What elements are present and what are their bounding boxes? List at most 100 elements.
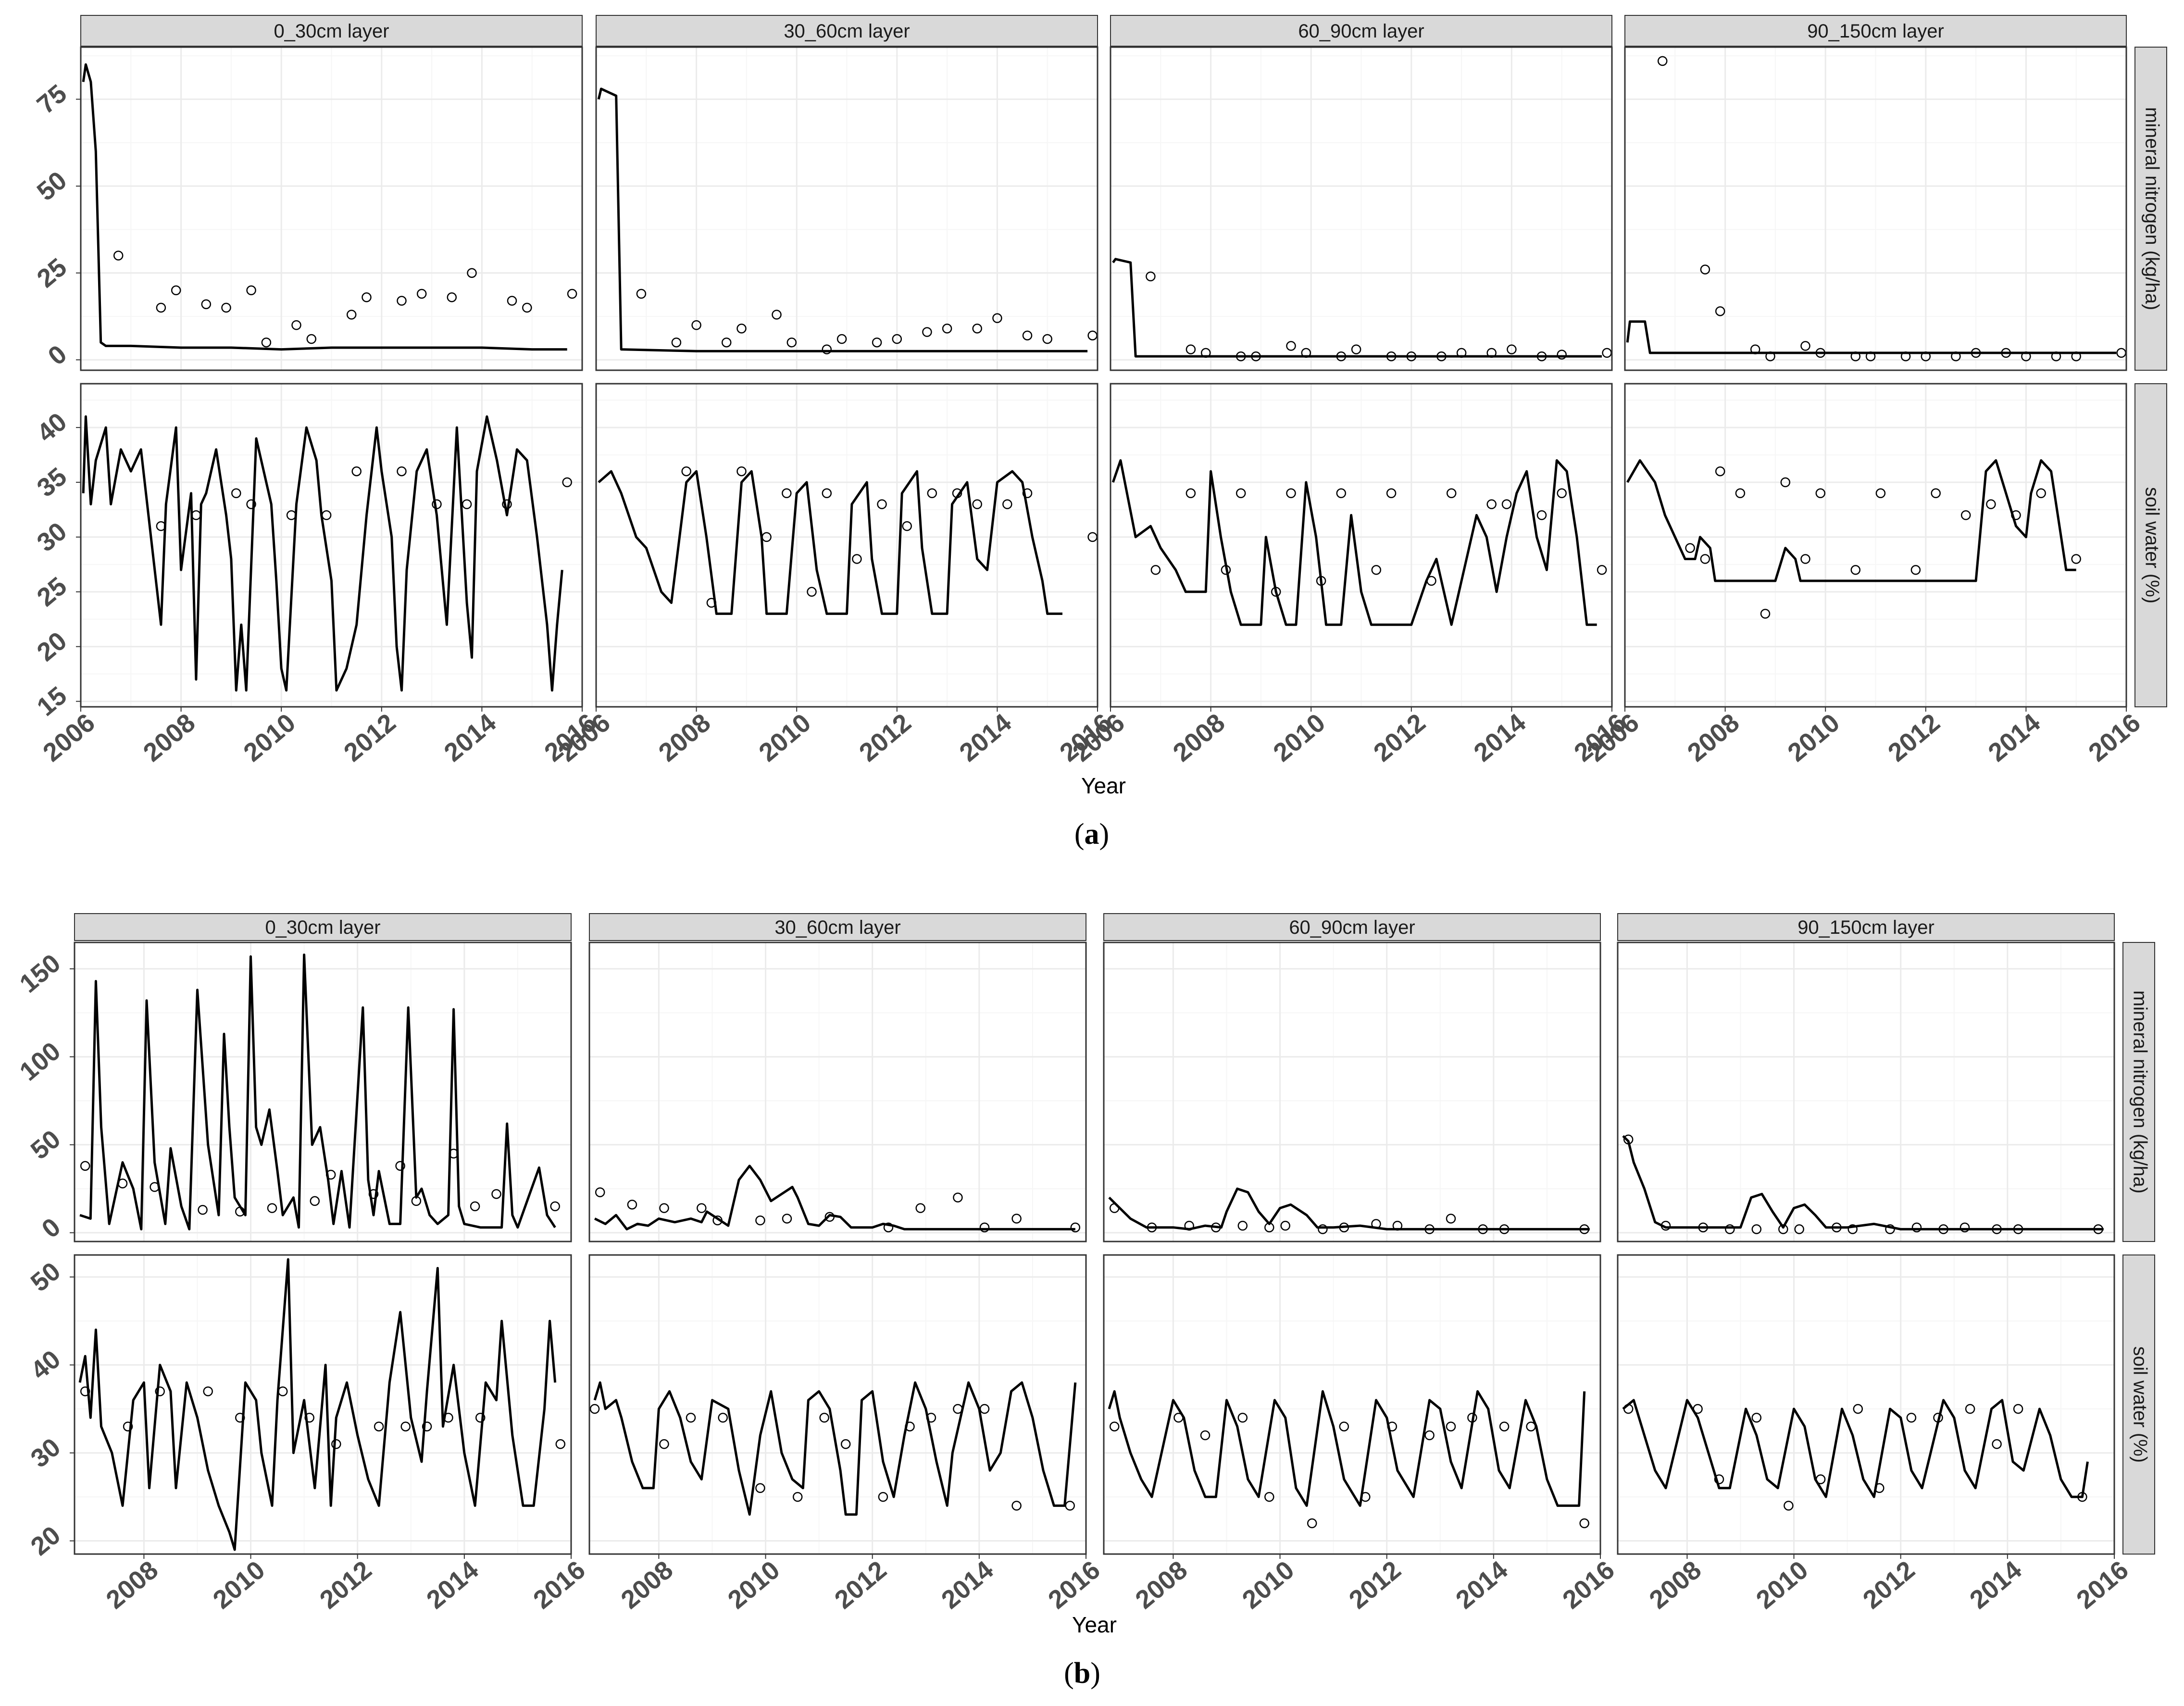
x-tick-label: 2014: [1450, 1555, 1513, 1615]
observed-point: [1237, 1413, 1248, 1423]
panel-a-r0-c1: [595, 46, 1098, 371]
observed-point: [627, 1199, 637, 1210]
observed-point: [1800, 341, 1810, 351]
observed-point: [502, 499, 512, 509]
column-strip-b-1: 30_60cm layer: [589, 913, 1086, 941]
panel-b-r0-c2: [1103, 941, 1601, 1242]
observed-point: [1815, 348, 1826, 358]
observed-point: [755, 1215, 765, 1226]
observed-point: [191, 510, 201, 520]
observed-point: [1011, 1501, 1022, 1511]
observed-point: [397, 296, 407, 306]
observed-point: [2071, 554, 2081, 564]
observed-point: [905, 1421, 915, 1431]
observed-point: [1660, 1220, 1671, 1231]
x-tick-label: 2008: [653, 708, 716, 767]
gridlines: [1618, 1255, 2115, 1554]
observed-point: [2051, 351, 2061, 362]
observed-point: [589, 1404, 600, 1414]
panel-border: [595, 383, 1098, 708]
panel-border: [80, 46, 583, 371]
observed-point: [1800, 554, 1810, 564]
observed-point: [1815, 1474, 1826, 1484]
y-tick-label: 15: [32, 681, 73, 722]
y-tick-label: 40: [32, 407, 73, 448]
column-strip-label: 60_90cm layer: [1298, 21, 1424, 42]
observed-point: [411, 1196, 422, 1206]
panel-border: [74, 941, 572, 1242]
observed-point: [1597, 565, 1607, 575]
observed-point: [1750, 344, 1760, 354]
x-tick-label: 2014: [1469, 708, 1532, 767]
observed-point: [1623, 1404, 1634, 1414]
simulated-line: [598, 470, 1062, 615]
observed-point: [246, 285, 256, 296]
x-tick-label: 2010: [753, 708, 816, 767]
observed-point: [786, 337, 797, 348]
observed-point: [1921, 351, 1931, 362]
simulated-line: [1111, 459, 1597, 626]
y-tick-label: 75: [32, 79, 73, 120]
observed-point: [397, 466, 407, 477]
x-tick-label: 2014: [1964, 1555, 2027, 1615]
observed-point: [1446, 1214, 1456, 1224]
panel-a-r1-c3: 2006 2008 2010 2012 2014 2016: [1582, 383, 2146, 767]
observed-point: [972, 324, 982, 334]
column-strip-label: 30_60cm layer: [784, 21, 910, 42]
x-tick-label: 2016: [2083, 708, 2146, 767]
panel-border: [80, 383, 583, 708]
row-strip-b-1: soil water (%): [2122, 1254, 2155, 1555]
panel-background: [1618, 942, 2114, 1242]
observed-point: [325, 1169, 336, 1180]
observed-point: [686, 1413, 696, 1423]
gridlines: [1618, 942, 2115, 1242]
observed-point: [1360, 1492, 1371, 1502]
panel-background: [589, 1255, 1086, 1554]
observed-point: [1426, 576, 1436, 586]
panel-border: [588, 1254, 1087, 1555]
observed-point: [449, 1148, 459, 1159]
row-strip-label: mineral nitrogen (kg/ha): [2141, 107, 2162, 310]
observed-point: [1832, 1222, 1842, 1232]
observed-point: [235, 1206, 245, 1217]
panel-b-r1-c1: 2008 2010 2012 2014 2016: [588, 1254, 1106, 1615]
column-strip-label: 90_150cm layer: [1797, 917, 1934, 938]
observed-point: [1446, 1421, 1456, 1431]
observed-point: [942, 324, 952, 334]
observed-point: [1339, 1222, 1349, 1232]
column-strip-a-2: 60_90cm layer: [1110, 15, 1612, 47]
observed-point: [1336, 488, 1347, 499]
observed-point: [1874, 1483, 1884, 1493]
observed-point: [1371, 565, 1382, 575]
x-tick-label: 2010: [723, 1555, 786, 1615]
x-tick-label: 2014: [954, 708, 1017, 767]
observed-point: [1392, 1220, 1403, 1231]
observed-point: [246, 499, 256, 509]
observed-point: [362, 292, 372, 302]
observed-point: [1280, 1220, 1290, 1231]
observed-point: [1022, 488, 1033, 499]
observed-point: [1456, 348, 1467, 358]
observed-point: [953, 1404, 963, 1414]
x-axis-title: Year: [1072, 1612, 1117, 1637]
observed-point: [1184, 1220, 1194, 1231]
observed-point: [80, 1161, 90, 1171]
observed-point: [1467, 1413, 1477, 1423]
observed-point: [736, 466, 747, 477]
observed-point: [1446, 488, 1457, 499]
observed-point: [922, 327, 932, 337]
observed-point: [331, 1439, 341, 1449]
observed-point: [1906, 1413, 1917, 1423]
x-tick-label: 2010: [1268, 708, 1331, 767]
column-strip-b-2: 60_90cm layer: [1103, 913, 1601, 941]
x-tick-label: 2008: [1682, 708, 1745, 767]
observed-point: [712, 1215, 723, 1226]
y-tick-label: 100: [14, 1037, 66, 1087]
observed-point: [491, 1189, 501, 1199]
x-tick-label: 2014: [936, 1555, 999, 1615]
observed-point: [1387, 1421, 1398, 1431]
observed-point: [836, 334, 847, 344]
observed-point: [447, 292, 457, 302]
column-strip-label: 90_150cm layer: [1807, 21, 1944, 42]
row-strip-bg: [2122, 1254, 2155, 1555]
